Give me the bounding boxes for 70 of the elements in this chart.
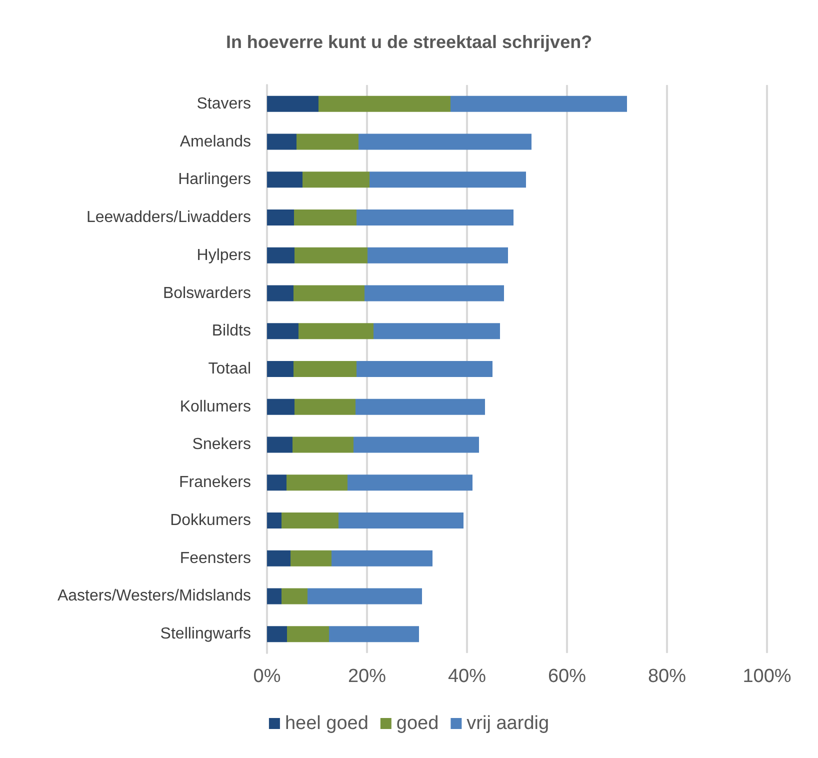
bar	[282, 588, 308, 604]
bar	[318, 96, 450, 112]
bar	[294, 361, 356, 377]
bar	[308, 588, 422, 604]
bar	[294, 398, 356, 415]
y-tick-label: Totaal	[208, 360, 251, 378]
legend-label: goed	[396, 713, 439, 734]
bar	[267, 436, 292, 453]
bar	[364, 285, 504, 302]
legend-label: vrij aardig	[466, 713, 550, 734]
y-tick-label: Snekers	[192, 436, 251, 454]
y-tick-label: Hylpers	[196, 246, 251, 264]
x-tick-label: 40%	[448, 666, 486, 687]
bar	[267, 626, 287, 642]
bar	[267, 588, 282, 604]
x-tick-label: 20%	[348, 666, 386, 687]
bar	[356, 398, 485, 415]
y-tick-label: Aasters/Westers/Midslands	[57, 588, 251, 605]
bar	[267, 323, 298, 340]
bar	[356, 210, 514, 226]
bar	[338, 512, 464, 528]
bar	[332, 550, 432, 566]
x-tick-label: 60%	[548, 666, 586, 687]
y-tick-label: Leewadders/Liwadders	[86, 209, 251, 226]
bar	[267, 285, 294, 302]
bar	[267, 550, 290, 566]
y-tick-label: Kollumers	[180, 398, 251, 416]
y-tick-label: Bildts	[212, 322, 251, 340]
bar	[294, 285, 364, 302]
bar	[302, 172, 370, 188]
bar	[267, 247, 294, 264]
bar	[374, 323, 500, 340]
y-tick-label: Feensters	[180, 550, 251, 567]
bar	[294, 247, 368, 264]
bar	[267, 210, 294, 226]
y-tick-label: Stavers	[196, 95, 251, 112]
chart-title: In hoeverre kunt u de streektaal schrijven?	[226, 32, 592, 52]
y-tick-label: Amelands	[180, 133, 251, 150]
bar	[282, 512, 338, 528]
bar	[267, 474, 286, 491]
x-tick-label: 80%	[648, 666, 686, 687]
y-tick-label: Harlingers	[178, 171, 251, 188]
bar	[348, 474, 472, 491]
bar	[450, 96, 627, 112]
y-tick-label: Bolswarders	[162, 284, 251, 302]
bar	[287, 626, 329, 642]
bar	[358, 134, 532, 150]
bar	[356, 361, 492, 377]
y-tick-label: Dokkumers	[170, 512, 251, 529]
bar	[294, 210, 356, 226]
legend-label: heel goed	[284, 713, 368, 734]
bar	[368, 247, 508, 264]
bar	[296, 134, 358, 150]
bar	[329, 626, 419, 642]
x-tick-label: 0%	[253, 666, 281, 687]
y-tick-label: Franekers	[178, 474, 251, 492]
bar	[267, 398, 294, 415]
bar	[267, 361, 294, 377]
bar	[298, 323, 374, 340]
y-tick-label: Stellingwarfs	[160, 626, 251, 643]
bar	[267, 96, 318, 112]
bar	[292, 436, 354, 453]
bar	[267, 172, 302, 188]
x-tick-label: 100%	[742, 666, 792, 687]
bar	[267, 134, 296, 150]
bar	[267, 512, 282, 528]
bar	[354, 436, 479, 453]
bar	[290, 550, 332, 566]
bar	[286, 474, 348, 491]
bar	[370, 172, 526, 188]
